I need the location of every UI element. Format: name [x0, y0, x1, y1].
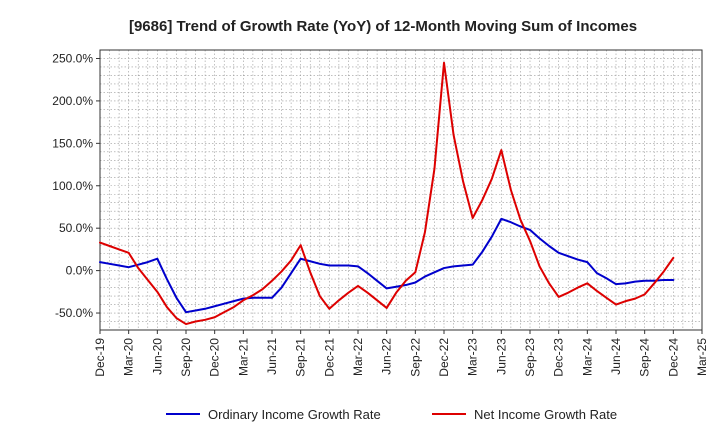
y-tick-label: 0.0%	[66, 264, 94, 278]
net-income-line	[99, 61, 675, 326]
y-tick-label: 100.0%	[52, 179, 93, 193]
y-tick-label: -50.0%	[55, 306, 93, 320]
x-tick-label: Dec-21	[322, 338, 336, 377]
x-tick-label: Mar-23	[466, 338, 480, 376]
x-tick-label: Sep-22	[408, 338, 422, 377]
legend-label: Net Income Growth Rate	[474, 407, 617, 422]
chart-title: [9686] Trend of Growth Rate (YoY) of 12-…	[129, 18, 637, 35]
x-tick-label: Mar-20	[122, 338, 136, 376]
x-tick-label: Dec-23	[552, 338, 566, 377]
series-lines	[99, 61, 675, 326]
x-tick-label: Mar-21	[236, 338, 250, 376]
legend: Ordinary Income Growth Rate Net Income Gr…	[166, 407, 617, 422]
x-tick-label: Jun-20	[150, 338, 164, 375]
plot-frame	[99, 49, 703, 331]
x-tick-label: Jun-23	[494, 338, 508, 375]
x-tick-label: Sep-24	[638, 338, 652, 377]
ordinary-income-line	[99, 217, 675, 314]
x-tick-label: Dec-20	[208, 338, 222, 377]
x-tick-label: Sep-20	[179, 338, 193, 377]
x-axis-ticks: Dec-19 Mar-20 Jun-20 Sep-20 Dec-20 Mar-21 Jun-…	[93, 330, 709, 377]
y-axis-ticks: -50.0% 0.0% 50.0% 100.0% 150.0% 200.0% 250.0%	[52, 51, 100, 320]
x-tick-label: Sep-23	[523, 338, 537, 377]
y-tick-label: 50.0%	[59, 221, 93, 235]
grid-lines	[99, 50, 703, 330]
x-tick-label: Mar-25	[695, 338, 709, 376]
x-tick-label: Sep-21	[294, 338, 308, 377]
x-tick-label: Dec-24	[666, 338, 680, 377]
x-tick-label: Jun-22	[380, 338, 394, 375]
x-tick-label: Jun-21	[265, 338, 279, 375]
x-tick-label: Dec-22	[437, 338, 451, 377]
y-tick-label: 250.0%	[52, 51, 93, 65]
y-tick-label: 200.0%	[52, 94, 93, 108]
x-tick-label: Mar-22	[351, 338, 365, 376]
y-tick-label: 150.0%	[52, 136, 93, 150]
legend-label: Ordinary Income Growth Rate	[208, 407, 381, 422]
x-tick-label: Jun-24	[609, 338, 623, 375]
x-tick-label: Dec-19	[93, 338, 107, 377]
x-tick-label: Mar-24	[580, 338, 594, 376]
